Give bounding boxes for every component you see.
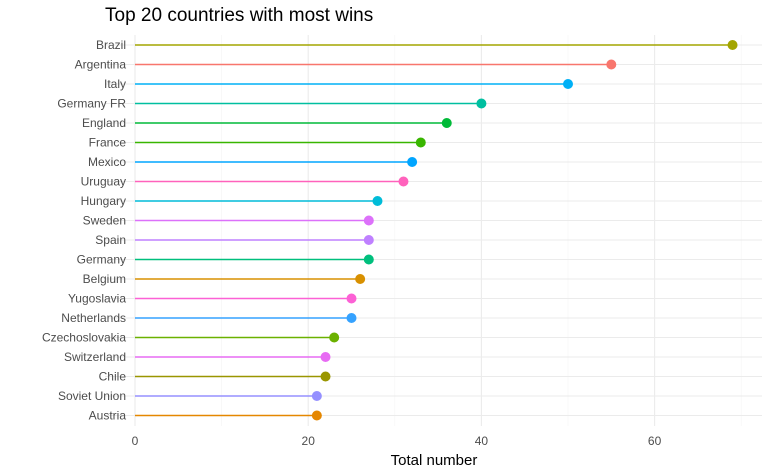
- lollipop-dot: [363, 254, 374, 265]
- x-tick-label: 40: [475, 434, 489, 448]
- lollipop-dot: [363, 235, 374, 245]
- y-tick-label: Brazil: [96, 38, 126, 52]
- lollipop-dot: [563, 79, 573, 89]
- x-axis-title: Total number: [391, 452, 478, 469]
- y-tick-labels: Brazil Argentina Italy Germany FR England Fra…: [42, 38, 126, 423]
- y-tick-label: England: [82, 116, 126, 130]
- lollipop-dot: [398, 176, 409, 187]
- x-tick-label: 20: [302, 434, 316, 448]
- y-tick-label: Germany: [77, 253, 126, 267]
- lollipop-dot: [320, 352, 331, 362]
- y-tick-label: Italy: [104, 77, 126, 91]
- y-tick-label: Chile: [99, 370, 127, 384]
- lollipop-dot: [727, 40, 738, 50]
- lollipop-dot: [320, 371, 331, 382]
- lollipop-dot: [311, 410, 322, 421]
- lollipop-dot: [372, 196, 383, 206]
- y-tick-label: Switzerland: [64, 350, 126, 364]
- x-tick-label: 60: [648, 434, 662, 448]
- lollipop-dot: [606, 59, 617, 70]
- lollipop-dot: [346, 293, 357, 304]
- y-tick-label: Spain: [95, 233, 126, 247]
- y-tick-label: Argentina: [75, 58, 127, 72]
- y-tick-label: Austria: [89, 409, 127, 423]
- lollipop-dot: [441, 118, 452, 128]
- lollipop-dot: [329, 332, 340, 343]
- y-tick-label: Sweden: [83, 214, 126, 228]
- x-tick-labels: 0 20 40 60: [132, 434, 662, 448]
- chart-title: Top 20 countries with most wins: [105, 5, 373, 26]
- y-tick-label: Yugoslavia: [68, 292, 126, 306]
- y-tick-label: Czechoslovakia: [42, 331, 126, 345]
- lollipop-dot: [363, 215, 374, 226]
- x-tick-label: 0: [132, 434, 139, 448]
- lollipop-dot: [355, 274, 366, 284]
- y-tick-label: Hungary: [81, 194, 126, 208]
- y-tick-label: Mexico: [88, 155, 126, 169]
- lollipop-dot: [476, 98, 487, 109]
- lollipop-stems: [135, 44, 733, 417]
- lollipop-dot: [415, 137, 426, 148]
- y-tick-label: Netherlands: [61, 311, 126, 325]
- y-tick-label: Germany FR: [57, 97, 126, 111]
- lollipop-dot: [346, 313, 357, 323]
- y-tick-label: France: [89, 136, 127, 150]
- lollipop-dots: [311, 40, 738, 421]
- lollipop-dot: [311, 391, 322, 401]
- y-tick-label: Soviet Union: [58, 389, 126, 403]
- y-tick-label: Uruguay: [81, 175, 126, 189]
- y-tick-label: Belgium: [83, 272, 126, 286]
- lollipop-dot: [407, 157, 418, 167]
